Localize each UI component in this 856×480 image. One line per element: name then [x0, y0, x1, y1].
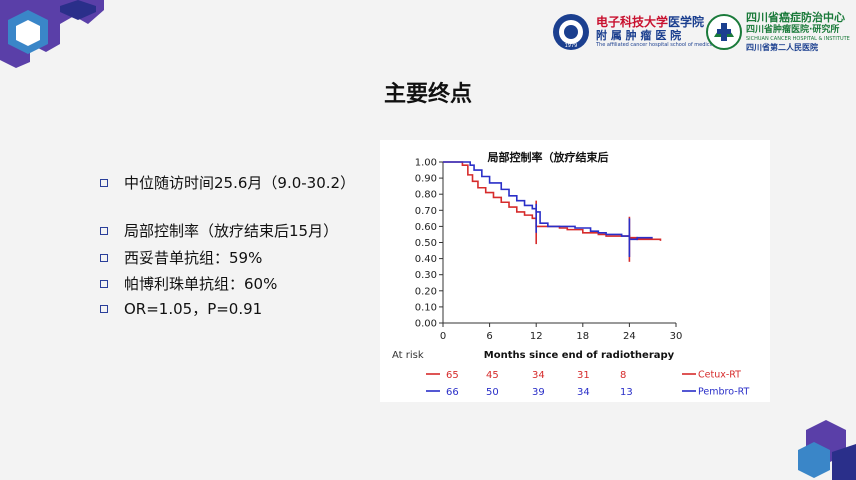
y-tick-label: 0.10 — [415, 302, 437, 313]
hexagon-decoration-top-left — [0, 0, 104, 68]
x-axis-label: Months since end of radiotherapy — [484, 350, 675, 361]
at-risk-value: 8 — [620, 370, 626, 381]
at-risk-value: 50 — [486, 387, 499, 398]
logo-right-line2: 四川省肿瘤医院·研究所 — [746, 25, 840, 35]
x-tick-label: 24 — [623, 331, 636, 342]
x-tick-label: 6 — [486, 331, 492, 342]
logo-left-line3: The affiliated cancer hospital school of… — [596, 42, 736, 48]
bullet-item-cetuximab: 西妥昔单抗组：59% — [100, 247, 262, 268]
chart-background — [380, 140, 770, 402]
at-risk-value: 34 — [532, 370, 545, 381]
seal-year: 1979 — [565, 43, 578, 49]
university-seal-icon: 1979 — [553, 14, 589, 50]
hexagon-shape — [832, 444, 856, 480]
y-tick-label: 0.70 — [415, 206, 437, 217]
y-tick-label: 0.50 — [415, 238, 437, 249]
hexagon-shape — [798, 442, 830, 478]
y-tick-label: 1.00 — [415, 158, 437, 169]
bullet-item-pembrolizumab: 帕博利珠单抗组：60% — [100, 273, 277, 294]
y-tick-label: 0.30 — [415, 270, 437, 281]
bullet-text: 中位随访时间25.6月（9.0-30.2） — [124, 174, 356, 192]
bullet-text: OR=1.05，P=0.91 — [124, 300, 263, 318]
logo-left-line2: 附 属 肿 瘤 医 院 — [596, 29, 682, 42]
chart-title: 局部控制率（放疗结束后 — [487, 150, 609, 164]
legend-label-pembro-rt: Pembro-RT — [698, 387, 750, 398]
bullet-text: 帕博利珠单抗组：60% — [124, 275, 278, 293]
logo-right-line1: 四川省癌症防治中心 — [746, 11, 845, 24]
y-tick-label: 0.20 — [415, 286, 437, 297]
at-risk-value: 39 — [532, 387, 545, 398]
logo-sichuan-cancer-hospital: 四川省癌症防治中心 四川省肿瘤医院·研究所 SICHUAN CANCER HOS… — [706, 11, 850, 52]
x-tick-label: 0 — [440, 331, 446, 342]
at-risk-value: 34 — [577, 387, 590, 398]
at-risk-label: At risk — [392, 350, 424, 361]
bullet-square-icon — [100, 304, 108, 313]
y-tick-label: 0.40 — [415, 254, 437, 265]
y-tick-label: 0.60 — [415, 222, 437, 233]
logo-right-line4: 四川省第二人民医院 — [746, 43, 818, 52]
bullet-square-icon — [100, 253, 108, 262]
x-tick-label: 30 — [670, 331, 683, 342]
hexagon-shape — [60, 0, 96, 20]
at-risk-value: 31 — [577, 370, 590, 381]
legend-label-cetux-rt: Cetux-RT — [698, 370, 741, 381]
sichuan-cancer-emblem-icon — [706, 14, 742, 50]
x-tick-label: 12 — [530, 331, 543, 342]
at-risk-value: 45 — [486, 370, 499, 381]
slide-title: 主要终点 — [383, 82, 472, 107]
bullet-square-icon — [100, 178, 108, 187]
logo-left-school: 医学院 — [668, 15, 705, 29]
x-tick-label: 18 — [576, 331, 589, 342]
at-risk-value: 66 — [446, 387, 459, 398]
bullet-text: 局部控制率（放疗结束后15月） — [124, 222, 339, 240]
chart-at-risk-table: At risk 65 45 34 31 8 Cetux-RT 66 50 39 34 13 Pembro… — [392, 350, 750, 398]
y-tick-label: 0.90 — [415, 174, 437, 185]
bullet-text: 西妥昔单抗组：59% — [124, 249, 263, 267]
hexagon-decoration-bottom-right — [798, 420, 856, 480]
at-risk-value: 13 — [620, 387, 633, 398]
bullet-square-icon — [100, 226, 108, 235]
y-tick-label: 0.80 — [415, 190, 437, 201]
bullet-item-local-control: 局部控制率（放疗结束后15月） — [100, 220, 338, 241]
logo-left-name: 电子科技大学 — [596, 15, 669, 29]
bullet-item-follow-up: 中位随访时间25.6月（9.0-30.2） — [100, 172, 355, 193]
chart-axes: 0.00 0.10 0.20 0.30 0.40 0.50 0.60 0.70 0.80 0.90… — [415, 158, 683, 362]
bullet-item-odds-ratio: OR=1.05，P=0.91 — [100, 298, 262, 319]
chart-curves — [443, 161, 662, 262]
at-risk-value: 65 — [446, 370, 459, 381]
km-chart: 局部控制率（放疗结束后 0.00 0.10 0.20 0.30 0.40 0.50 0.60… — [380, 140, 770, 402]
logo-left-line1: 电子科技大学医学院 — [596, 15, 735, 29]
bullet-square-icon — [100, 279, 108, 288]
y-tick-label: 0.00 — [415, 319, 437, 330]
logo-uestc-cancer-hospital: 1979 电子科技大学医学院 附 属 肿 瘤 医 院 The affiliate… — [552, 12, 735, 52]
hexagon-shape — [16, 20, 40, 46]
logo-right-line3: SICHUAN CANCER HOSPITAL & INSTITUTE — [746, 36, 850, 42]
